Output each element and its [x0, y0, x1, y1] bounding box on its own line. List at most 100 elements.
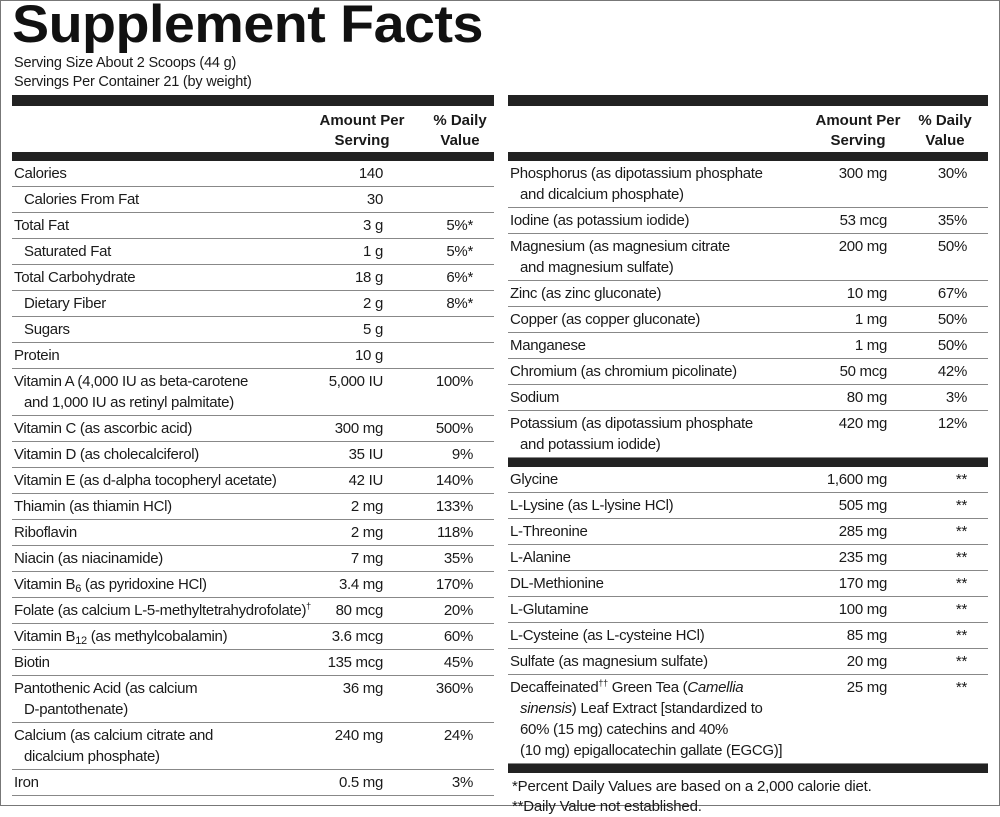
table-row: Vitamin C (as ascorbic acid) 300 mg 500%: [12, 416, 494, 442]
right-column: Amount Per Serving % Daily Value Phosphoru…: [508, 95, 988, 817]
daily-value: 8%*: [446, 295, 473, 312]
nutrient-name: Copper (as copper gluconate): [508, 309, 988, 330]
nutrient-name-line: Copper (as copper gluconate): [510, 311, 700, 328]
nutrient-name-line: Total Carbohydrate: [14, 269, 136, 286]
table-row: Phosphorus (as dipotassium phosphate and …: [508, 161, 988, 208]
daily-value: **: [955, 471, 967, 488]
name-segment: Thiamin (as thiamin HCl): [14, 498, 172, 515]
name-segment: and potassium iodide): [520, 436, 661, 453]
nutrient-name-line: Vitamin A (4,000 IU as beta-carotene: [14, 373, 248, 390]
table-row: Niacin (as niacinamide) 7 mg 35%: [12, 546, 494, 572]
amount-per-serving: 36 mg: [342, 680, 384, 697]
nutrient-name: L-Alanine: [508, 547, 988, 568]
nutrient-name-line: Sugars: [24, 321, 70, 338]
nutrient-name-line: Manganese: [510, 337, 586, 354]
name-segment: Chromium (as chromium picolinate): [510, 363, 737, 380]
name-segment: Vitamin D (as cholecalciferol): [14, 446, 199, 463]
name-segment: and 1,000 IU as retinyl palmitate): [24, 394, 234, 411]
divider-bar: [12, 95, 494, 106]
name-segment: Sugars: [24, 321, 70, 338]
dv-header-line1: % Daily: [918, 112, 972, 129]
daily-value: 35%: [443, 550, 473, 567]
nutrient-name-line: Calories: [14, 165, 67, 182]
amount-per-serving: 10 g: [355, 347, 383, 364]
nutrient-name-line: Vitamin B6 (as pyridoxine HCl): [14, 576, 207, 595]
daily-value: 5%*: [446, 243, 473, 260]
nutrient-list: Calories 140 Calories From Fat 30 Total Fat 3…: [12, 161, 494, 796]
nutrient-name-line: L-Alanine: [510, 549, 571, 566]
nutrient-name-line: Magnesium (as magnesium citrate: [510, 238, 730, 255]
daily-value: 6%*: [446, 269, 473, 286]
daily-value: 50%: [937, 238, 967, 255]
nutrient-name-line: Protein: [14, 347, 60, 364]
name-segment: Copper (as copper gluconate): [510, 311, 701, 328]
name-segment: 6: [75, 583, 82, 595]
name-segment: Calcium (as calcium citrate and: [14, 727, 214, 744]
nutrient-name-line: Folate (as calcium L-5-methyltetrahydrof…: [14, 602, 311, 620]
amount-per-serving: 3.6 mcg: [331, 628, 384, 645]
name-segment: DL-Methionine: [510, 575, 604, 592]
nutrient-name-line: and magnesium sulfate): [510, 257, 988, 278]
nutrient-name: L-Cysteine (as L-cysteine HCl): [508, 625, 988, 646]
name-segment: Glycine: [510, 471, 558, 488]
name-segment: Vitamin A (4,000 IU as beta-carotene: [14, 373, 249, 390]
table-row: Sugars 5 g: [12, 317, 494, 343]
name-segment: Manganese: [510, 337, 586, 354]
nutrient-name-line: Vitamin B12 (as methylcobalamin): [14, 628, 228, 647]
amount-header-line2: Serving: [334, 132, 390, 149]
daily-value: 100%: [435, 373, 473, 390]
daily-value: 60%: [443, 628, 473, 645]
daily-value: 170%: [435, 576, 473, 593]
divider-bar-thick: [508, 763, 988, 773]
daily-value: 20%: [443, 602, 473, 619]
dv-header: % Daily Value: [420, 111, 500, 151]
nutrient-name-line: Iodine (as potassium iodide): [510, 212, 690, 229]
daily-value: 500%: [435, 420, 473, 437]
daily-value: 24%: [443, 727, 473, 744]
daily-value: **: [955, 523, 967, 540]
table-row: Calcium (as calcium citrate and dicalcium…: [12, 723, 494, 770]
nutrient-name: Phosphorus (as dipotassium phosphate and …: [508, 163, 988, 205]
daily-value: **: [955, 549, 967, 566]
nutrient-name: Folate (as calcium L-5-methyltetrahydrof…: [12, 600, 494, 621]
nutrient-name: Iron: [12, 772, 494, 793]
divider-bar-thick: [508, 457, 988, 467]
daily-value: **: [955, 575, 967, 592]
table-row: Vitamin E (as d-alpha tocopheryl acetate…: [12, 468, 494, 494]
daily-value: 360%: [435, 680, 473, 697]
left-column: Amount Per Serving % Daily Value Calories 1…: [12, 95, 494, 796]
daily-value: 140%: [435, 472, 473, 489]
nutrient-name: Calories From Fat: [12, 189, 494, 210]
table-row: Calories 140: [12, 161, 494, 187]
table-row: Copper (as copper gluconate) 1 mg 50%: [508, 307, 988, 333]
table-row: Calories From Fat 30: [12, 187, 494, 213]
table-row: L-Cysteine (as L-cysteine HCl) 85 mg **: [508, 623, 988, 649]
name-segment: Folate (as calcium L-5-methyltetrahydrof…: [14, 602, 307, 619]
amount-per-serving: 20 mg: [846, 653, 888, 670]
nutrient-name-line: D-pantothenate): [14, 699, 494, 720]
name-segment: L-Lysine (as L-lysine HCl): [510, 497, 674, 514]
amount-per-serving: 505 mg: [838, 497, 888, 514]
name-segment: Sodium: [510, 389, 560, 406]
mineral-list: Phosphorus (as dipotassium phosphate and …: [508, 161, 988, 458]
amount-per-serving: 140: [358, 165, 383, 182]
table-row: Riboflavin 2 mg 118%: [12, 520, 494, 546]
table-row: Protein 10 g: [12, 343, 494, 369]
name-segment: sinensis: [520, 700, 572, 717]
name-segment: L-Threonine: [510, 523, 588, 540]
name-segment: L-Alanine: [510, 549, 571, 566]
daily-value: 50%: [937, 311, 967, 328]
nutrient-name: Total Fat: [12, 215, 494, 236]
nutrient-name-line: and potassium iodide): [510, 434, 988, 455]
nutrient-name: Calcium (as calcium citrate and dicalcium…: [12, 725, 494, 767]
nutrient-name-line: (10 mg) epigallocatechin gallate (EGCG)]: [510, 740, 988, 761]
table-row: Manganese 1 mg 50%: [508, 333, 988, 359]
table-row: L-Lysine (as L-lysine HCl) 505 mg **: [508, 493, 988, 519]
nutrient-name: Decaffeinated†† Green Tea (Camellia sinen…: [508, 677, 988, 761]
dv-header: % Daily Value: [905, 111, 985, 151]
table-row: Decaffeinated†† Green Tea (Camellia sinen…: [508, 675, 988, 764]
amount-per-serving: 170 mg: [838, 575, 888, 592]
amount-per-serving: 240 mg: [334, 727, 384, 744]
table-row: L-Glutamine 100 mg **: [508, 597, 988, 623]
nutrient-name-line: Chromium (as chromium picolinate): [510, 363, 737, 380]
